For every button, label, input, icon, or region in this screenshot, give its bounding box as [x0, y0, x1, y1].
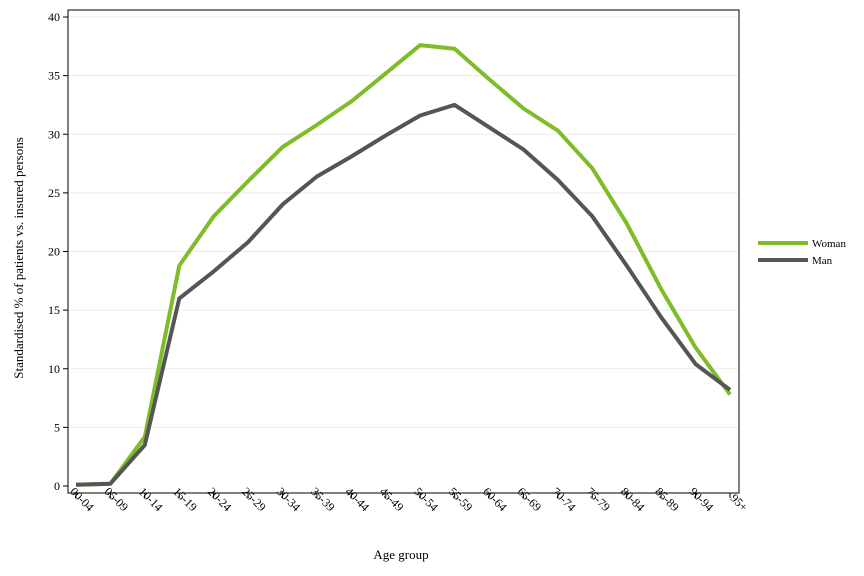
y-tick-label: 15	[48, 303, 60, 317]
x-tick-label: 90-94	[687, 484, 717, 514]
x-tick-label: 50-54	[411, 484, 441, 514]
series-lines	[75, 43, 732, 487]
x-tick-label: 75-79	[583, 484, 613, 514]
series-line-woman	[75, 43, 732, 487]
x-tick-label: 25-29	[239, 484, 269, 514]
x-tick-label: 10-14	[136, 484, 166, 514]
y-tick-label: 5	[54, 420, 60, 434]
x-tick-label: 40-44	[342, 484, 372, 514]
legend-label: Woman	[812, 238, 846, 250]
y-tick-label: 25	[48, 186, 60, 200]
x-tick-label: 30-34	[274, 484, 304, 514]
y-tick-label: 30	[48, 127, 60, 141]
y-tick-label: 0	[54, 479, 60, 493]
x-tick-label: 00-04	[67, 484, 97, 514]
y-axis-label: Standardised % of patients vs. insured p…	[11, 137, 26, 379]
x-axis-ticks: 00-04 05-09 10-14 15-19 20-24 25-29 30-34 35-39…	[67, 484, 751, 514]
y-tick-label: 20	[48, 245, 60, 259]
y-tick-label: 40	[48, 10, 60, 24]
y-tick-label: 35	[48, 69, 60, 83]
legend-label: Man	[812, 255, 833, 267]
legend: Woman Man	[758, 238, 846, 267]
series-line-man	[75, 102, 732, 487]
y-axis-ticks: 0 5 10 15 20 25 30 35 40	[48, 10, 68, 493]
x-tick-label: 80-84	[618, 484, 648, 514]
x-tick-label: 20-24	[205, 484, 235, 514]
x-tick-label: 95+	[728, 491, 751, 514]
x-tick-label: 35-39	[308, 484, 338, 514]
x-tick-label: 05-09	[101, 484, 131, 514]
x-tick-label: 15-19	[170, 484, 200, 514]
x-tick-label: 55-59	[446, 484, 476, 514]
x-axis-label: Age group	[373, 547, 428, 562]
x-tick-label: 70-74	[549, 484, 579, 514]
x-tick-label: 45-49	[377, 484, 407, 514]
x-tick-label: 65-69	[515, 484, 545, 514]
y-tick-label: 10	[48, 362, 60, 376]
grid-lines	[69, 16, 738, 428]
x-tick-label: 85-89	[652, 484, 682, 514]
x-tick-label: 60-64	[480, 484, 510, 514]
